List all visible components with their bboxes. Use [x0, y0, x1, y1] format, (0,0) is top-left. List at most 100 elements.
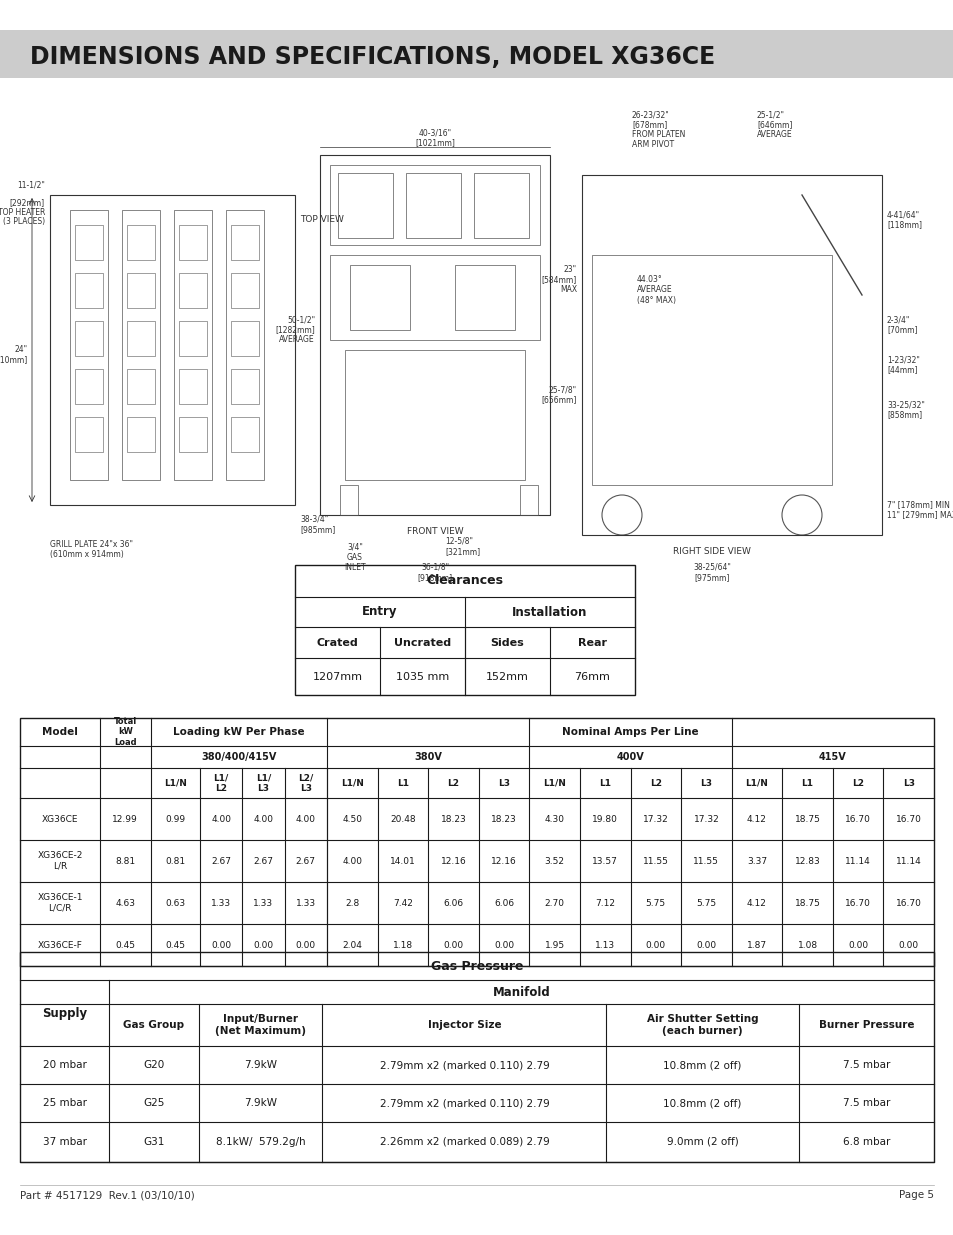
Text: Injector Size: Injector Size — [427, 1020, 500, 1030]
Text: Input/Burner
(Net Maximum): Input/Burner (Net Maximum) — [214, 1014, 306, 1036]
Text: Loading kW Per Phase: Loading kW Per Phase — [172, 727, 304, 737]
Text: 0.00: 0.00 — [696, 941, 716, 950]
Text: RIGHT SIDE VIEW: RIGHT SIDE VIEW — [673, 547, 750, 556]
Text: 1.95: 1.95 — [544, 941, 564, 950]
Text: 7.42: 7.42 — [393, 899, 413, 908]
Text: 9.0mm (2 off): 9.0mm (2 off) — [666, 1137, 738, 1147]
Text: 38-25/64": 38-25/64" — [692, 563, 730, 572]
Bar — [20, 718, 933, 966]
Text: 4.30: 4.30 — [544, 815, 564, 824]
Text: XG36CE: XG36CE — [42, 815, 78, 824]
Text: 37 mbar: 37 mbar — [43, 1137, 87, 1147]
Text: 50-1/2": 50-1/2" — [287, 315, 314, 325]
Text: L1/N: L1/N — [744, 778, 767, 788]
Text: Nominal Amps Per Line: Nominal Amps Per Line — [561, 727, 699, 737]
Bar — [127, 273, 154, 308]
Text: L2: L2 — [851, 778, 863, 788]
Text: L1/
L3: L1/ L3 — [255, 773, 271, 793]
Text: 18.23: 18.23 — [491, 815, 517, 824]
Bar — [455, 266, 515, 330]
Text: Total
kW
Load: Total kW Load — [113, 718, 137, 747]
Text: L1/N: L1/N — [340, 778, 363, 788]
Text: 0.63: 0.63 — [165, 899, 185, 908]
Text: 18.75: 18.75 — [794, 815, 820, 824]
Text: [1021mm]: [1021mm] — [415, 138, 455, 147]
Text: 11.55: 11.55 — [642, 857, 668, 866]
Text: 4.00: 4.00 — [211, 815, 231, 824]
Text: 1.13: 1.13 — [595, 941, 615, 950]
Text: 2-3/4": 2-3/4" — [886, 315, 909, 325]
Text: 2.8: 2.8 — [345, 899, 359, 908]
Bar — [319, 156, 550, 515]
Text: 1.08: 1.08 — [797, 941, 817, 950]
Text: 33-25/32": 33-25/32" — [886, 400, 923, 410]
Bar — [592, 254, 831, 485]
Text: 16.70: 16.70 — [895, 899, 921, 908]
Text: XG36CE-1
L/C/R: XG36CE-1 L/C/R — [37, 893, 83, 913]
Text: G31: G31 — [143, 1137, 165, 1147]
Text: 14.01: 14.01 — [390, 857, 416, 866]
Text: 0.00: 0.00 — [211, 941, 231, 950]
Text: Manifold: Manifold — [493, 986, 550, 999]
Text: L1: L1 — [396, 778, 409, 788]
Text: 415V: 415V — [818, 752, 846, 762]
Text: L1/N: L1/N — [542, 778, 565, 788]
Bar — [179, 417, 207, 452]
Text: [1282mm]: [1282mm] — [275, 326, 314, 335]
Text: 7.5 mbar: 7.5 mbar — [841, 1098, 889, 1108]
Text: [610mm]: [610mm] — [0, 356, 28, 364]
Text: Entry: Entry — [362, 605, 397, 619]
Text: G25: G25 — [143, 1098, 165, 1108]
Text: 16.70: 16.70 — [844, 815, 870, 824]
Text: TOP HEATER: TOP HEATER — [0, 207, 45, 217]
Text: 8.1kW/  579.2g/h: 8.1kW/ 579.2g/h — [215, 1137, 305, 1147]
Text: 44.03°: 44.03° — [637, 275, 662, 284]
Text: (610mm x 914mm): (610mm x 914mm) — [50, 550, 124, 559]
Text: [975mm]: [975mm] — [694, 573, 729, 582]
Text: 3/4": 3/4" — [347, 543, 362, 552]
Text: 20 mbar: 20 mbar — [43, 1060, 87, 1070]
Text: [118mm]: [118mm] — [886, 221, 921, 230]
Bar — [179, 321, 207, 356]
Text: 1035 mm: 1035 mm — [395, 672, 449, 682]
Text: 1207mm: 1207mm — [313, 672, 362, 682]
Bar — [127, 225, 154, 261]
Bar — [179, 225, 207, 261]
Text: [292mm]: [292mm] — [10, 198, 45, 207]
Text: DIMENSIONS AND SPECIFICATIONS, MODEL XG36CE: DIMENSIONS AND SPECIFICATIONS, MODEL XG3… — [30, 44, 715, 69]
Text: 12.16: 12.16 — [491, 857, 517, 866]
Bar — [75, 225, 103, 261]
Text: 0.00: 0.00 — [898, 941, 918, 950]
Text: L1: L1 — [598, 778, 611, 788]
Text: 25 mbar: 25 mbar — [43, 1098, 87, 1108]
Text: 0.00: 0.00 — [847, 941, 867, 950]
Text: Uncrated: Uncrated — [394, 637, 451, 647]
Text: GRILL PLATE 24"x 36": GRILL PLATE 24"x 36" — [50, 540, 132, 550]
Text: 11.55: 11.55 — [693, 857, 719, 866]
Text: 1.18: 1.18 — [393, 941, 413, 950]
Bar — [231, 417, 258, 452]
Text: 12.83: 12.83 — [794, 857, 820, 866]
Text: 0.00: 0.00 — [295, 941, 315, 950]
Text: 23": 23" — [563, 266, 577, 274]
Bar — [231, 321, 258, 356]
Text: [646mm]: [646mm] — [757, 120, 792, 128]
Text: 26-23/32": 26-23/32" — [631, 110, 669, 119]
Text: L1/N: L1/N — [164, 778, 187, 788]
Text: 7.12: 7.12 — [595, 899, 615, 908]
Text: 20.48: 20.48 — [390, 815, 416, 824]
Text: 6.06: 6.06 — [443, 899, 463, 908]
Text: 7.9kW: 7.9kW — [244, 1098, 276, 1108]
Bar — [519, 485, 537, 515]
Text: 16.70: 16.70 — [895, 815, 921, 824]
Text: [858mm]: [858mm] — [886, 410, 922, 420]
Text: AVERAGE: AVERAGE — [637, 285, 672, 294]
Text: AVERAGE: AVERAGE — [279, 336, 314, 345]
Text: 1.33: 1.33 — [211, 899, 231, 908]
Text: 4.63: 4.63 — [115, 899, 135, 908]
Text: 4.00: 4.00 — [342, 857, 362, 866]
Text: 0.81: 0.81 — [165, 857, 185, 866]
Bar — [173, 210, 212, 480]
Text: [678mm]: [678mm] — [631, 120, 666, 128]
Text: 2.67: 2.67 — [211, 857, 231, 866]
